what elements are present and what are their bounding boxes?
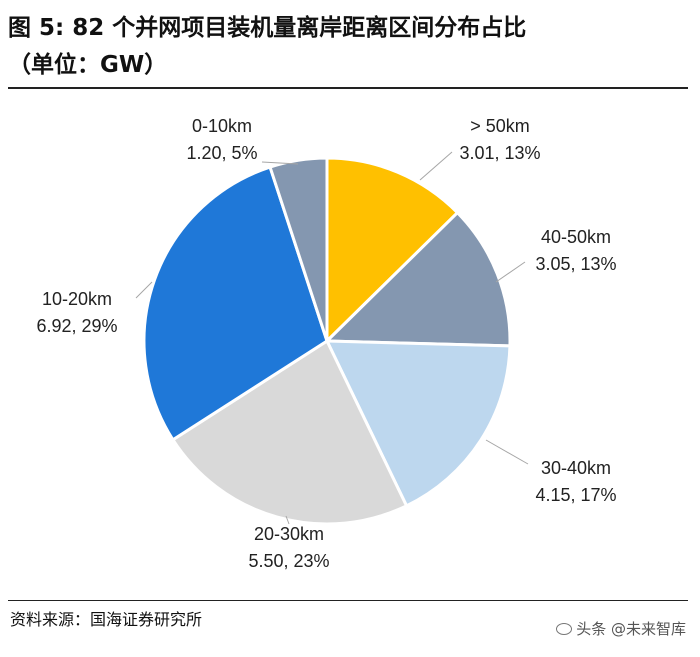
leader-line (419, 151, 453, 181)
slice-label-name: 0-10km (192, 116, 252, 136)
bottom-rule (8, 600, 688, 601)
slice-label-value: 6.92, 29% (36, 316, 117, 336)
wechat-icon (556, 622, 573, 635)
pie-slice-0-10km (268, 156, 329, 343)
leader-line (261, 161, 299, 165)
slice-label-value: 3.01, 13% (459, 143, 540, 163)
slice-label-value: 1.20, 5% (186, 143, 257, 163)
slice-label-value: 4.15, 17% (535, 485, 616, 505)
pie-slice-40-50km (325, 211, 512, 348)
leader-line (485, 439, 529, 465)
pie-slice-10-20km (142, 165, 329, 442)
top-rule (8, 87, 688, 89)
leader-line (495, 261, 526, 283)
source-note: 资料来源：国海证券研究所 (10, 610, 203, 629)
slice-label-name: 20-30km (254, 524, 324, 544)
pie-slice-30-40km (325, 339, 512, 508)
pie-slice-20-30km (171, 339, 409, 526)
pie-chart: > 50km 3.01, 13% 40-50km 3.05, 13% 30-40km 4.… (36, 116, 616, 571)
watermark: 头条 @未来智库 (556, 618, 686, 639)
leader-line (285, 515, 290, 525)
slice-label-name: > 50km (470, 116, 530, 136)
pie-slice-50km (325, 156, 459, 343)
slice-label-value: 3.05, 13% (535, 254, 616, 274)
watermark-text: 头条 @未来智库 (576, 620, 686, 638)
title-line-1: 图 5: 82 个并网项目装机量离岸距离区间分布占比 (8, 15, 527, 41)
slice-label-name: 10-20km (42, 289, 112, 309)
slice-label-value: 5.50, 23% (248, 551, 329, 571)
slice-label-name: 30-40km (541, 458, 611, 478)
figure-title: 图 5: 82 个并网项目装机量离岸距离区间分布占比 （单位：GW） (8, 10, 688, 84)
leader-line (135, 281, 153, 299)
title-line-2: （单位：GW） (8, 52, 168, 78)
slice-label-name: 40-50km (541, 227, 611, 247)
